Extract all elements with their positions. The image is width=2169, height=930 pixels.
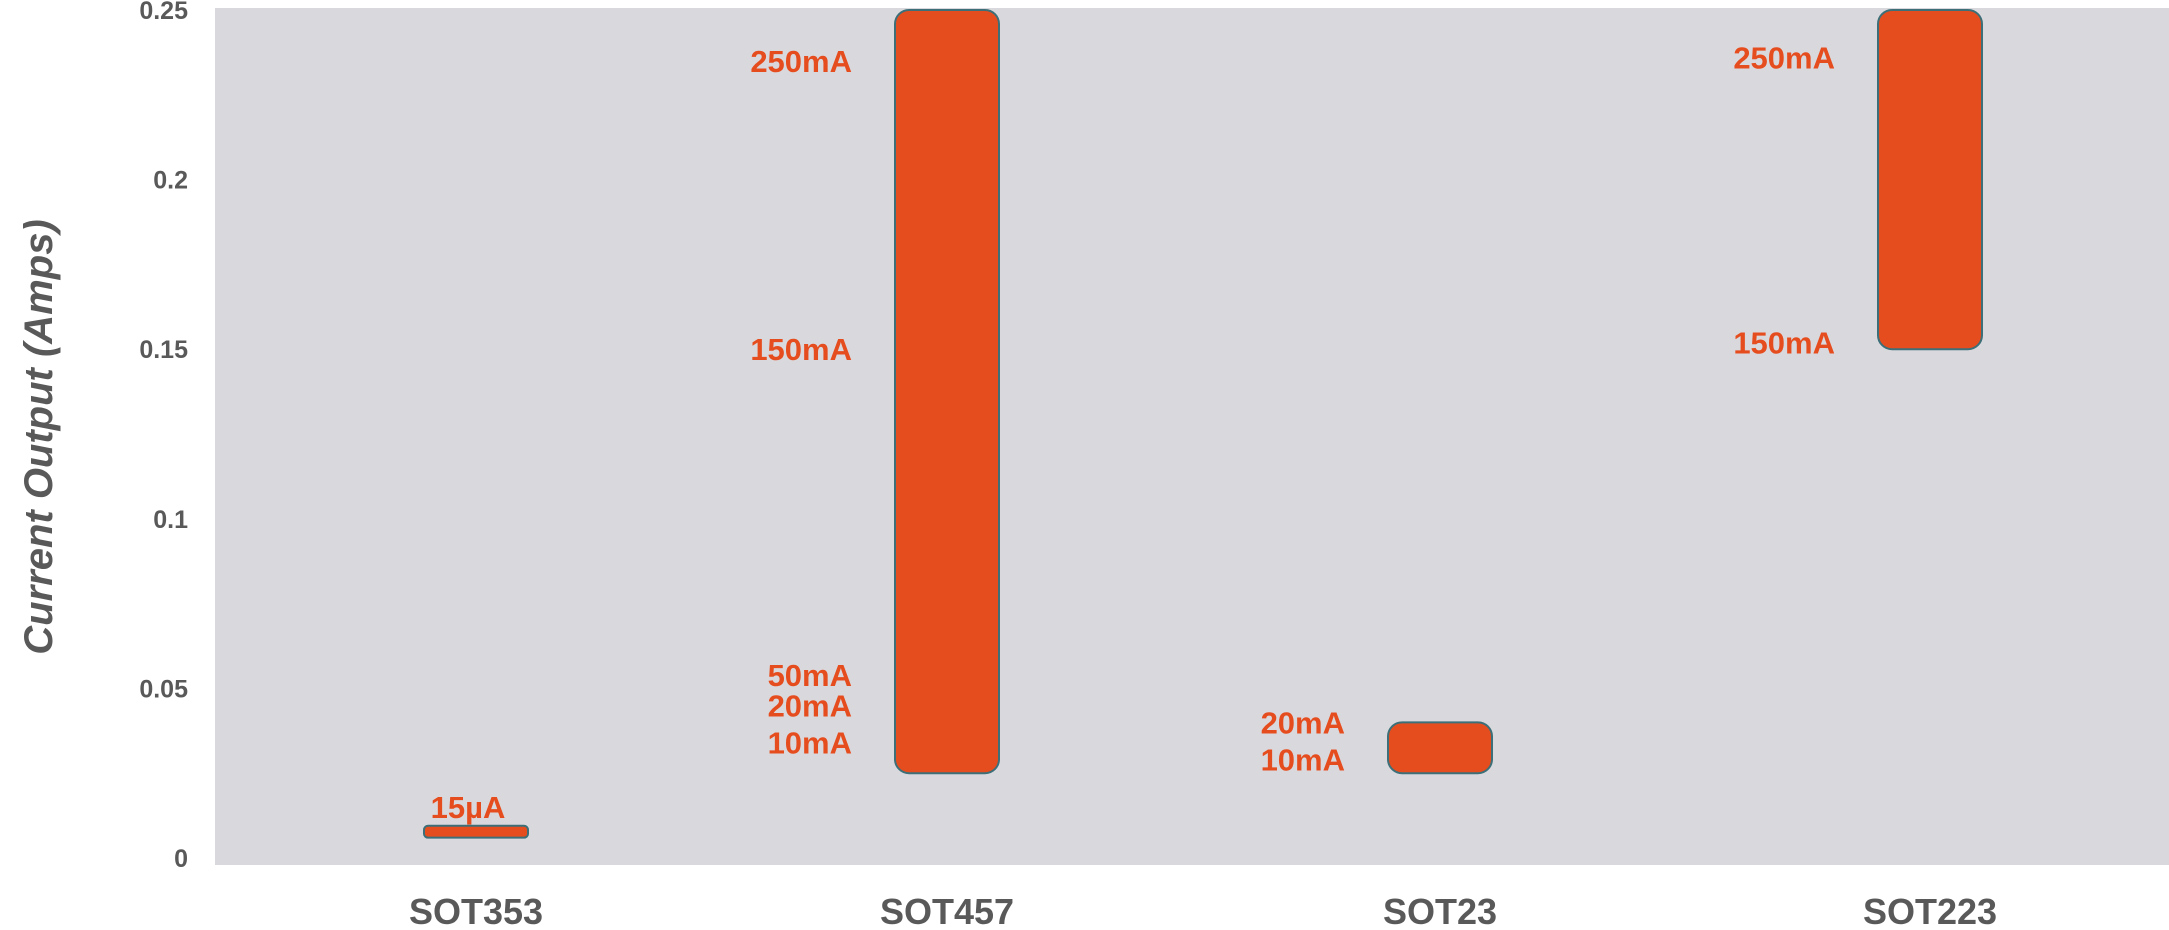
data-label: 20mA: [768, 688, 852, 723]
y-tick-label: 0.05: [139, 675, 188, 703]
range-bar-sot23: [1387, 721, 1493, 775]
y-tick-label: 0.2: [153, 167, 188, 195]
range-bar-sot457: [894, 9, 1000, 775]
y-tick-label: 0.15: [139, 336, 188, 364]
data-label: 150mA: [750, 332, 852, 367]
data-labels: 15µA250mA150mA50mA20mA10mA20mA10mA250mA1…: [431, 40, 1835, 825]
data-label: 10mA: [768, 726, 852, 761]
bars: [423, 9, 1983, 839]
data-label: 250mA: [750, 44, 852, 79]
data-label: 20mA: [1261, 705, 1345, 740]
data-label: 15µA: [431, 790, 506, 825]
range-bar-sot223: [1877, 9, 1983, 351]
range-bar-sot353: [423, 824, 529, 839]
data-label: 150mA: [1733, 325, 1835, 360]
category-label: SOT223: [1863, 891, 1997, 930]
y-axis-label: Current Output (Amps): [17, 219, 61, 655]
x-axis-categories: SOT353 SOT457 SOT23 SOT223: [409, 891, 1997, 930]
data-label: 250mA: [1733, 40, 1835, 75]
y-tick-label: 0.1: [153, 506, 188, 534]
category-label: SOT23: [1383, 891, 1497, 930]
y-tick-label: 0.25: [139, 0, 188, 25]
category-label: SOT457: [880, 891, 1014, 930]
y-axis-ticks: 0 0.05 0.1 0.15 0.2 0.25: [139, 0, 188, 873]
y-tick-label: 0: [174, 845, 188, 873]
plot-area: [215, 8, 2169, 865]
category-label: SOT353: [409, 891, 543, 930]
data-label: 50mA: [768, 658, 852, 693]
data-label: 10mA: [1261, 743, 1345, 778]
